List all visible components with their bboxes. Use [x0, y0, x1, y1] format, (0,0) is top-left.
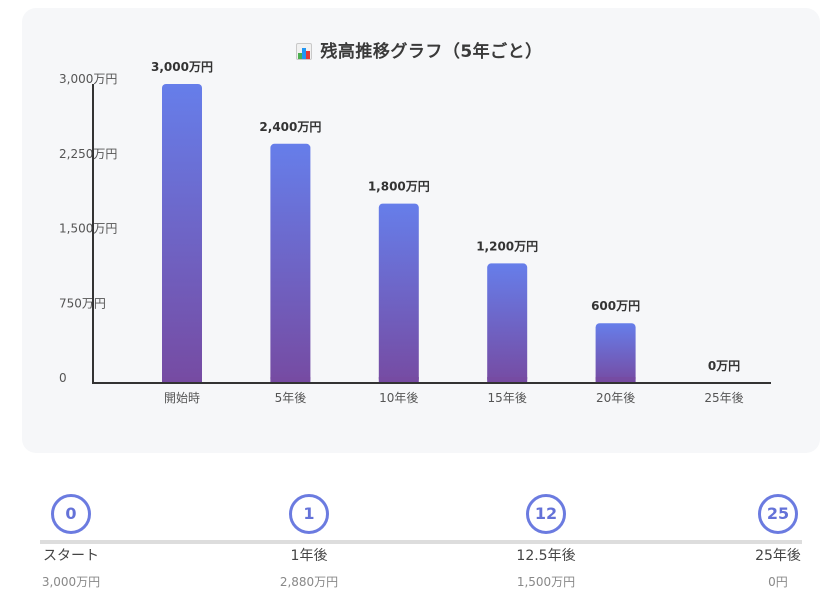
bar-chart: 0 750万円 1,500万円 2,250万円 3,000万円 3,000万円 2,400…	[59, 60, 771, 405]
x-tick-label: 15年後	[488, 391, 527, 405]
timeline-label: 1年後	[290, 548, 328, 564]
bar-base	[595, 377, 636, 383]
timeline-badge: 12	[526, 494, 566, 534]
data-label: 600万円	[591, 299, 640, 313]
balance-timeline: 0 スタート 3,000万円 1 1年後 2,880万円 12 12.5年後 1,500万円 25…	[0, 470, 839, 603]
x-tick-label: 10年後	[379, 391, 418, 405]
timeline-line	[40, 540, 802, 544]
timeline-label: 12.5年後	[516, 548, 576, 564]
timeline-value: 1,500万円	[516, 575, 576, 589]
timeline-stop: 25 25年後 0円	[708, 494, 839, 590]
x-tick-label: 20年後	[596, 391, 635, 405]
bar-base	[162, 377, 202, 383]
y-axis-ticks: 0 750万円 1,500万円 2,250万円 3,000万円	[59, 72, 117, 385]
timeline-badge: 0	[51, 494, 91, 534]
timeline-stop: 1 1年後 2,880万円	[239, 494, 379, 590]
chart-title: 残高推移グラフ（5年ごと）	[0, 37, 839, 62]
x-axis-ticks: 開始時 5年後 10年後 15年後 20年後 25年後	[164, 391, 744, 405]
data-label: 1,800万円	[368, 180, 430, 194]
y-tick-label: 1,500万円	[59, 222, 117, 236]
timeline-badge: 1	[289, 494, 329, 534]
x-tick-label: 5年後	[275, 391, 307, 405]
y-tick-label: 3,000万円	[59, 72, 117, 86]
chart-card	[22, 8, 820, 453]
bar	[270, 143, 311, 383]
timeline-stop: 12 12.5年後 1,500万円	[476, 494, 616, 590]
timeline-stop: 0 スタート 3,000万円	[1, 494, 141, 590]
y-tick-label: 750万円	[59, 296, 106, 310]
bar-base	[378, 377, 419, 383]
bar-base	[270, 377, 311, 383]
data-label: 0万円	[708, 359, 740, 373]
chart-title-text: 残高推移グラフ（5年ごと）	[320, 42, 543, 62]
bar	[487, 263, 528, 383]
x-tick-label: 開始時	[164, 391, 200, 405]
timeline-value: 2,880万円	[279, 575, 339, 589]
y-tick-label: 0	[59, 371, 67, 385]
data-label: 2,400万円	[259, 120, 321, 134]
bar	[595, 323, 636, 383]
y-tick-label: 2,250万円	[59, 147, 117, 161]
timeline-value: 0円	[768, 575, 788, 589]
bar-chart-icon	[296, 43, 313, 60]
bars: 3,000万円 2,400万円 1,800万円 1,200万円 600万円 0万円	[151, 60, 740, 383]
timeline-label: 25年後	[755, 548, 801, 564]
timeline-label: スタート	[43, 548, 99, 564]
data-label: 3,000万円	[151, 60, 213, 74]
x-tick-label: 25年後	[704, 391, 743, 405]
bar	[162, 84, 202, 383]
bar-base	[487, 377, 528, 383]
timeline-badge: 25	[758, 494, 798, 534]
bar	[378, 203, 419, 383]
timeline-value: 3,000万円	[41, 575, 101, 589]
data-label: 1,200万円	[476, 239, 538, 253]
